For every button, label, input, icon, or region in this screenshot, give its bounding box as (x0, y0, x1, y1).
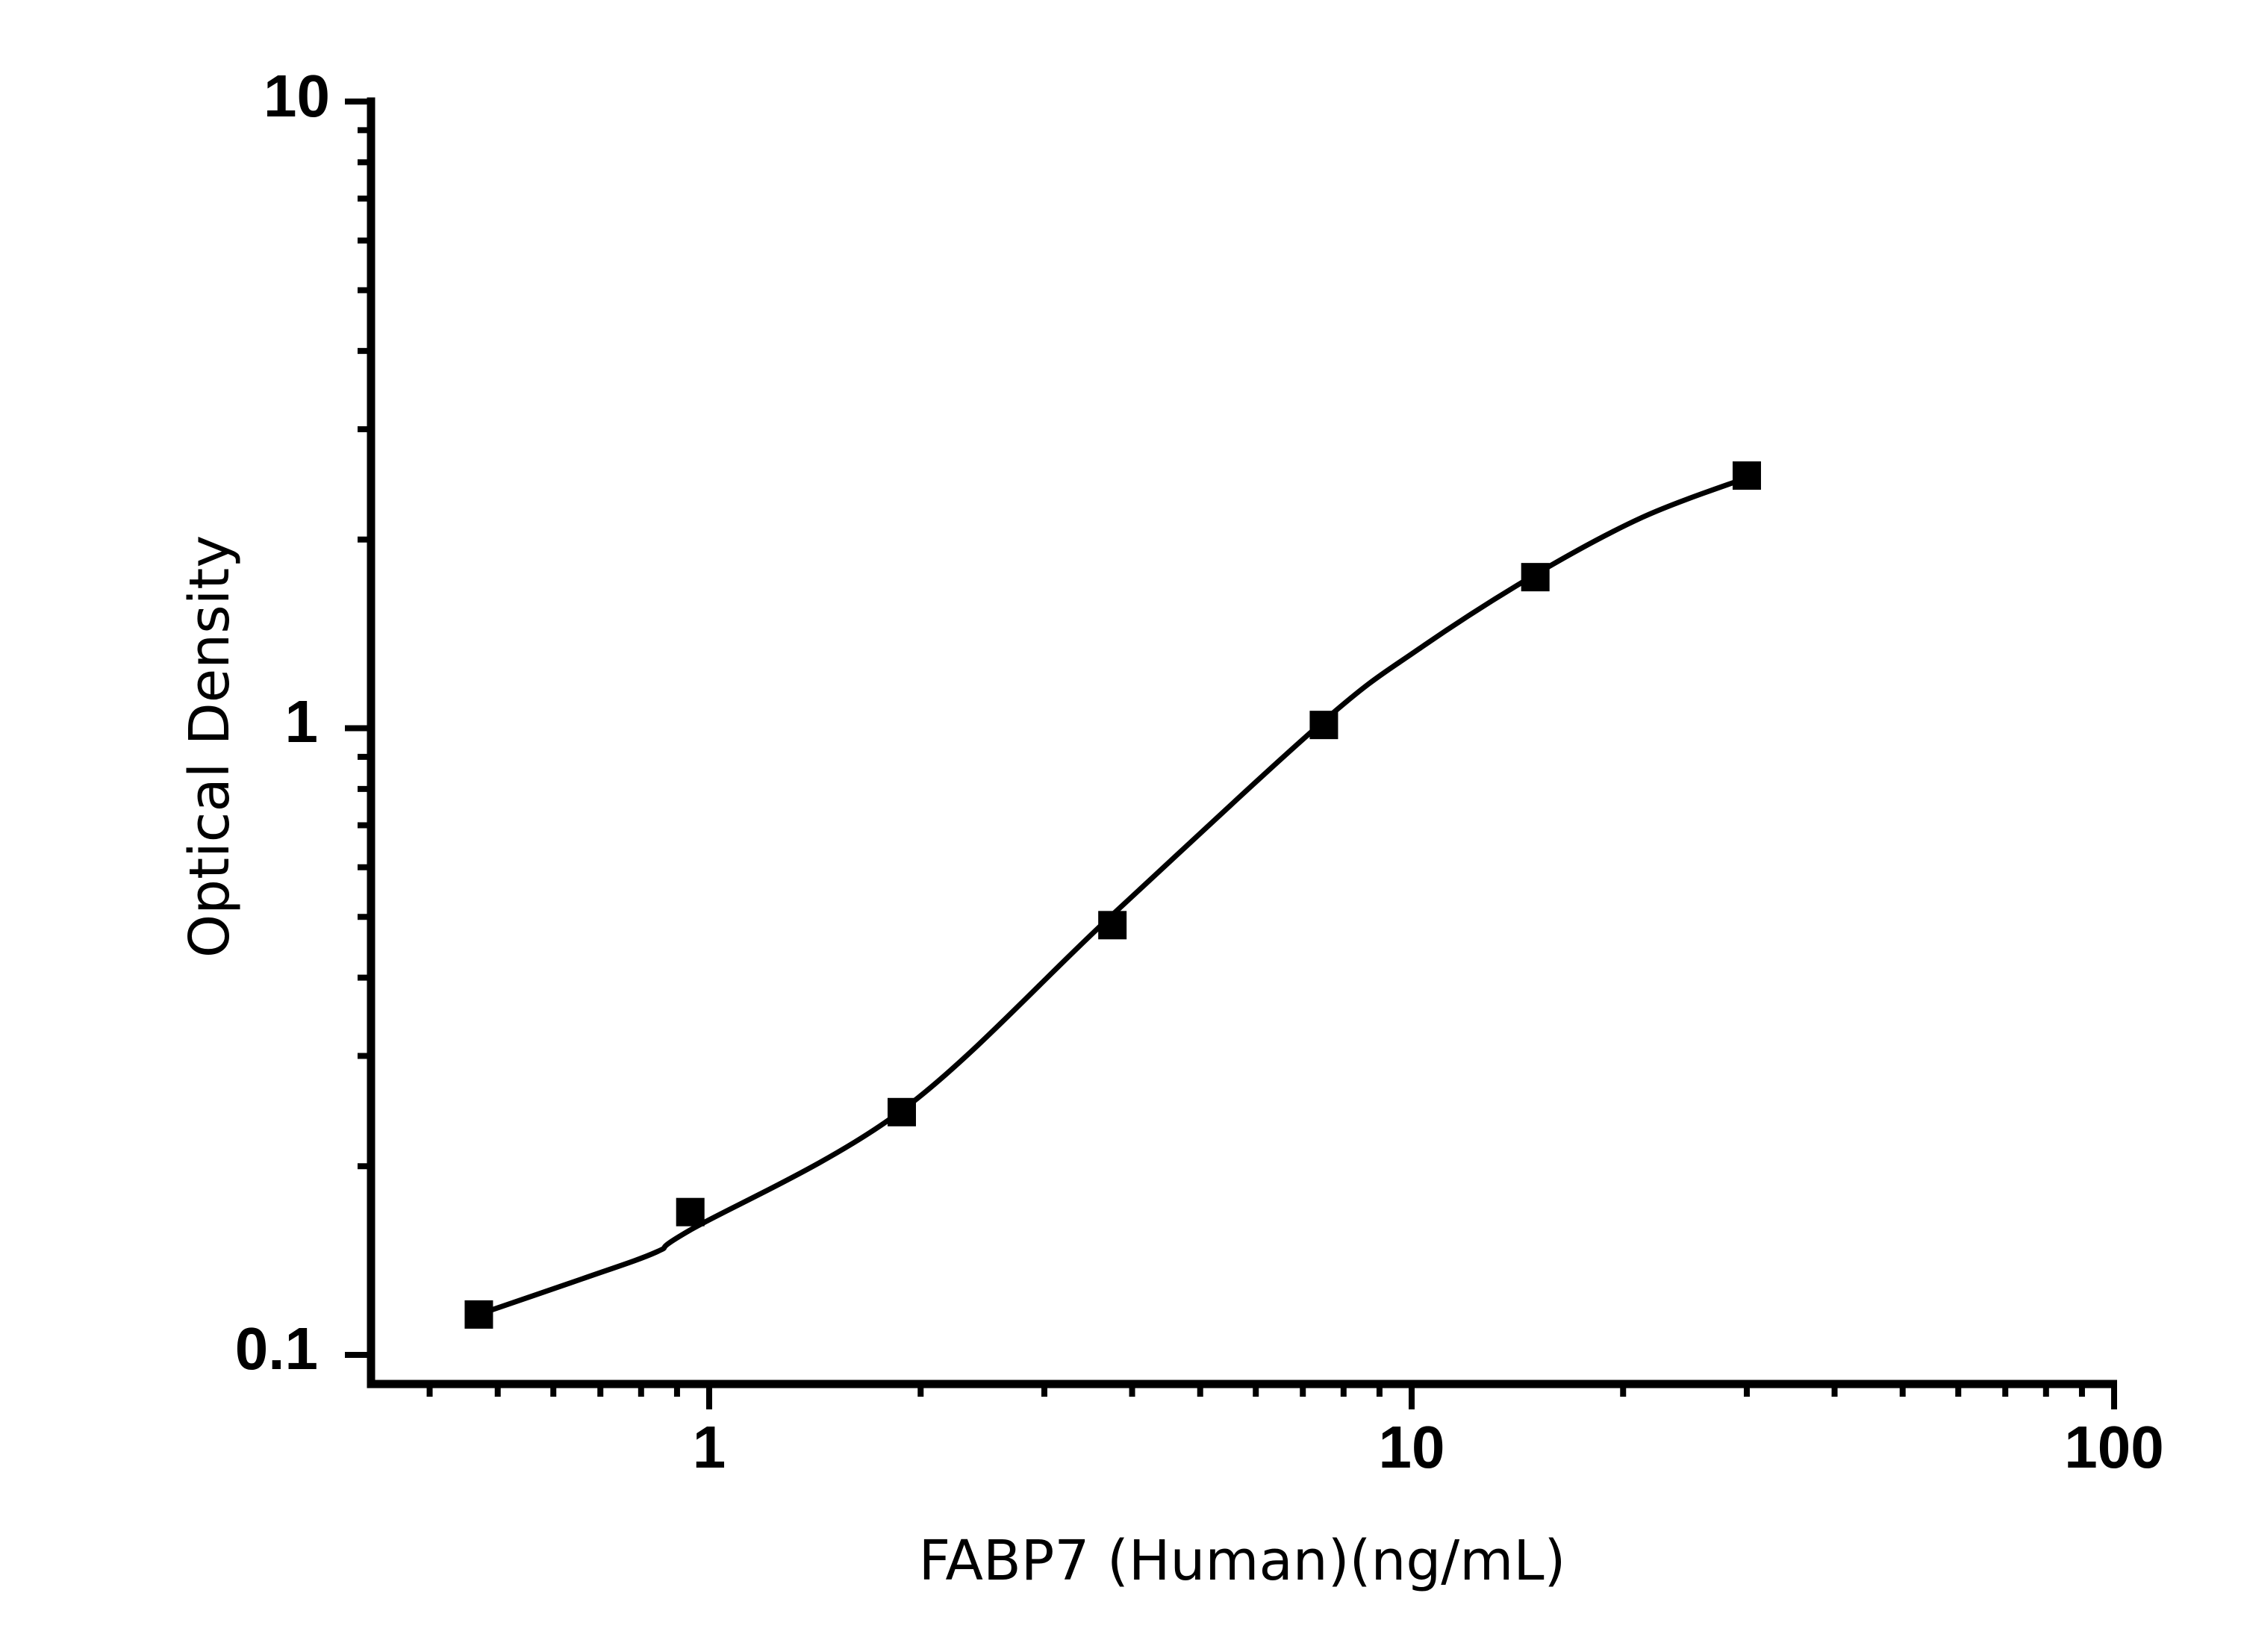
x-tick-label-1: 1 (693, 1414, 726, 1480)
y-axis-title: Optical Density (178, 535, 242, 958)
data-point-markers (464, 461, 1761, 1329)
y-tick-label-0.1: 0.1 (235, 1315, 318, 1382)
x-tick-label-100: 100 (2064, 1414, 2163, 1480)
data-point-marker (676, 1197, 705, 1226)
y-tick-label-1: 1 (285, 688, 319, 755)
data-point-marker (887, 1097, 916, 1126)
x-tick-label-10: 10 (1379, 1414, 1445, 1480)
fitted-curve-line (476, 475, 1750, 1318)
x-axis (367, 1380, 2117, 1409)
data-point-marker (464, 1300, 493, 1329)
y-tick-labels: 0.1 1 10 (235, 63, 330, 1382)
x-tick-labels: 1 10 100 (693, 1414, 2164, 1480)
data-point-marker (1309, 711, 1338, 740)
y-tick-label-10: 10 (264, 63, 330, 129)
x-axis-title: FABP7 (Human)(ng/mL) (919, 1529, 1566, 1593)
data-point-marker (1732, 461, 1761, 490)
data-point-marker (1098, 911, 1127, 940)
y-axis (345, 97, 375, 1388)
data-point-marker (1521, 563, 1550, 592)
